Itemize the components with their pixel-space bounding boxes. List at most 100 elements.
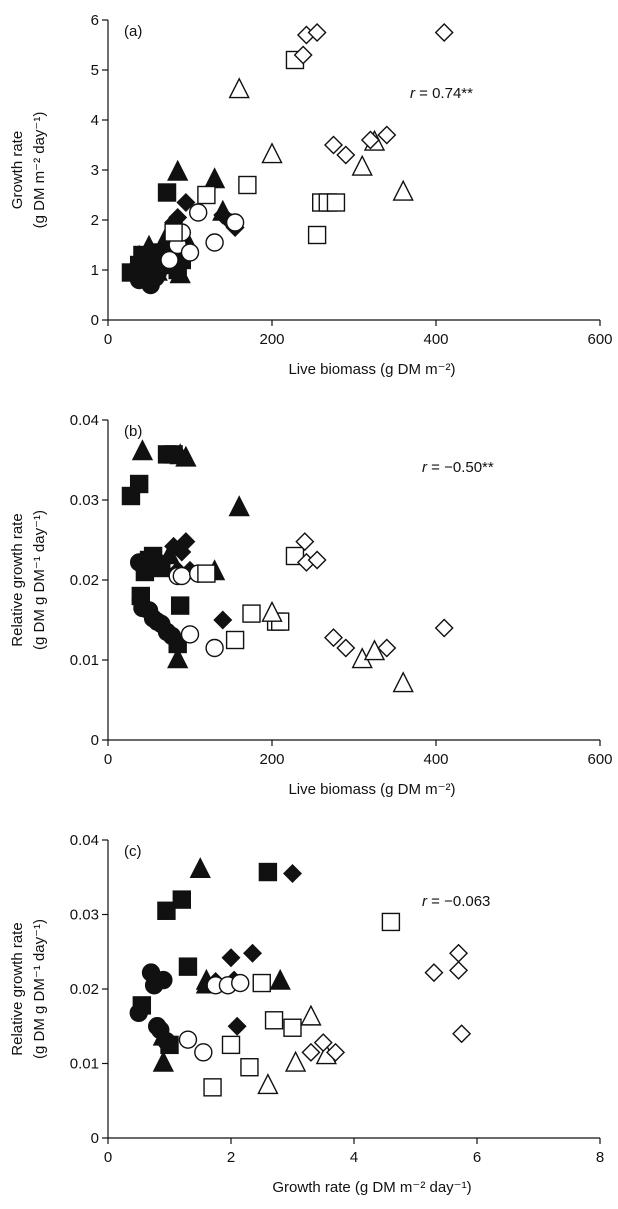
data-point-open-circle <box>231 973 250 993</box>
y-axis-label: (g DM m⁻² day⁻¹) <box>31 112 48 229</box>
data-point-open-diamond <box>293 45 313 65</box>
data-point-open-triangle <box>351 154 373 176</box>
y-tick-label: 0 <box>91 732 99 749</box>
data-point-open-circle <box>180 625 200 644</box>
panel-label: (a) <box>124 23 142 40</box>
data-point-open-square <box>264 1011 284 1030</box>
y-tick-label: 0 <box>91 1130 99 1147</box>
data-point-filled-square <box>157 183 177 202</box>
x-tick-label: 0 <box>104 331 112 348</box>
data-point-filled-diamond <box>221 948 241 968</box>
data-point-open-circle <box>225 213 245 232</box>
panel-b: 0 0.01 0.02 0.03 0.04 0 200 400 600 Live biomass … <box>9 412 613 798</box>
data-point-open-square <box>197 185 216 205</box>
data-point-filled-circle <box>157 1031 176 1051</box>
data-point-open-triangle <box>363 639 386 661</box>
data-point-open-triangle <box>392 179 414 201</box>
data-point-open-circle <box>194 1043 213 1062</box>
data-point-open-square <box>252 973 271 993</box>
data-point-open-triangle <box>228 77 250 99</box>
y-axis-label: Growth rate <box>9 131 26 209</box>
data-point-open-circle <box>178 1030 198 1049</box>
data-point-open-triangle <box>392 671 414 693</box>
y-tick-label: 0.04 <box>70 412 99 429</box>
data-point-open-diamond <box>313 1033 333 1053</box>
data-point-open-square <box>307 225 327 245</box>
data-point-open-diamond <box>307 550 327 570</box>
data-point-open-triangle <box>261 142 283 164</box>
data-point-filled-diamond <box>213 610 233 630</box>
data-point-filled-triangle <box>269 968 291 990</box>
panel-label: (c) <box>124 843 142 860</box>
data-point-open-circle <box>172 566 192 586</box>
data-point-filled-circle <box>129 1003 148 1023</box>
data-point-open-diamond <box>295 532 315 552</box>
data-point-filled-diamond <box>243 943 263 963</box>
data-point-open-square <box>238 175 257 195</box>
data-point-filled-triangle <box>131 439 154 461</box>
data-point-open-square <box>164 223 183 242</box>
data-point-filled-triangle <box>167 647 189 669</box>
data-point-open-square <box>221 1035 241 1055</box>
y-tick-label: 2 <box>91 212 99 229</box>
data-point-filled-circle <box>154 970 173 990</box>
data-point-open-diamond <box>377 638 397 658</box>
data-point-open-diamond <box>434 618 454 638</box>
x-tick-label: 200 <box>259 751 284 768</box>
data-point-filled-diamond <box>227 1016 247 1036</box>
panel-label: (b) <box>124 423 142 440</box>
data-point-open-diamond <box>324 135 343 155</box>
data-point-filled-circle <box>135 561 155 580</box>
data-point-open-square <box>242 604 261 623</box>
y-axis-label: (g DM g DM⁻¹ day⁻¹) <box>31 510 48 650</box>
data-point-open-triangle <box>261 600 283 622</box>
data-point-filled-square <box>157 901 176 920</box>
data-point-filled-triangle <box>189 857 211 879</box>
data-point-open-circle <box>180 243 200 262</box>
y-axis-label: Relative growth rate <box>9 513 26 646</box>
data-point-open-diamond <box>301 1042 321 1062</box>
data-point-open-triangle <box>300 1004 322 1026</box>
data-point-filled-diamond <box>176 193 196 212</box>
data-point-filled-square <box>129 474 149 494</box>
data-point-open-square <box>326 193 346 212</box>
data-point-open-diamond <box>307 23 327 42</box>
correlation-annotation: r = 0.74** <box>410 85 473 102</box>
data-point-filled-triangle <box>167 159 189 181</box>
panel-a: 0 1 2 3 4 5 6 0 200 400 600 Live biomass (g DM m⁻²)… <box>9 12 613 378</box>
data-point-open-circle <box>205 638 224 658</box>
data-point-open-square <box>240 1058 259 1077</box>
data-point-open-diamond <box>326 1042 346 1062</box>
data-point-open-circle <box>205 233 224 252</box>
data-point-filled-triangle <box>203 167 226 189</box>
x-axis-label: Live biomass (g DM m⁻²) <box>288 361 455 378</box>
y-tick-label: 0 <box>91 312 99 329</box>
x-tick-label: 2 <box>227 1149 235 1166</box>
x-tick-label: 0 <box>104 751 112 768</box>
x-tick-label: 0 <box>104 1149 112 1166</box>
data-point-filled-triangle <box>228 495 250 517</box>
data-point-filled-circle <box>162 626 182 646</box>
data-point-open-circle <box>188 203 208 222</box>
data-point-open-diamond <box>324 628 343 648</box>
data-point-filled-triangle <box>138 234 160 256</box>
data-point-open-square <box>197 564 216 583</box>
y-tick-label: 4 <box>91 112 99 129</box>
data-point-open-square <box>381 912 401 932</box>
x-axis-label: Growth rate (g DM m⁻² day⁻¹) <box>272 1179 471 1196</box>
data-point-open-diamond <box>452 1024 472 1044</box>
y-tick-label: 0.04 <box>70 832 99 849</box>
y-tick-label: 0.02 <box>70 981 99 998</box>
data-point-open-triangle <box>284 1050 307 1072</box>
data-point-open-square <box>283 1018 302 1037</box>
data-point-filled-triangle <box>175 445 197 467</box>
y-axis-label: (g DM g DM⁻¹ day⁻¹) <box>31 919 48 1059</box>
correlation-annotation: r = −0.50** <box>422 459 494 476</box>
y-tick-label: 6 <box>91 12 99 29</box>
x-tick-label: 6 <box>473 1149 481 1166</box>
x-tick-label: 4 <box>350 1149 358 1166</box>
data-point-filled-square <box>170 596 190 615</box>
data-point-filled-square <box>172 890 192 909</box>
x-tick-label: 200 <box>259 331 284 348</box>
